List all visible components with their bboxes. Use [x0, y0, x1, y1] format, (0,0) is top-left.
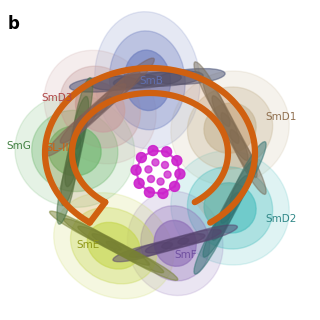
Ellipse shape [76, 82, 125, 132]
Ellipse shape [92, 74, 159, 90]
Text: SmB: SmB [139, 76, 163, 86]
Circle shape [170, 181, 180, 191]
Ellipse shape [188, 87, 273, 169]
Text: SmD3: SmD3 [41, 93, 73, 103]
Circle shape [148, 175, 155, 182]
Ellipse shape [113, 242, 172, 262]
Ellipse shape [69, 97, 89, 168]
Polygon shape [45, 68, 255, 223]
Ellipse shape [106, 241, 178, 280]
Ellipse shape [204, 183, 256, 233]
Ellipse shape [135, 70, 203, 86]
Circle shape [145, 166, 152, 173]
Ellipse shape [70, 208, 157, 284]
Ellipse shape [141, 206, 210, 281]
Circle shape [157, 178, 164, 185]
Ellipse shape [203, 79, 239, 143]
Ellipse shape [73, 78, 93, 149]
Circle shape [162, 147, 172, 157]
Ellipse shape [109, 31, 185, 130]
Ellipse shape [212, 96, 248, 160]
Circle shape [175, 169, 185, 179]
Ellipse shape [50, 211, 121, 250]
Ellipse shape [145, 234, 205, 253]
Circle shape [172, 156, 182, 166]
Circle shape [136, 153, 146, 163]
Ellipse shape [60, 97, 111, 143]
Text: SmG: SmG [6, 140, 31, 150]
Ellipse shape [57, 153, 77, 224]
Ellipse shape [171, 151, 289, 265]
Text: SmD2: SmD2 [265, 214, 297, 224]
Ellipse shape [65, 115, 85, 187]
Text: SmD1: SmD1 [265, 112, 297, 122]
Ellipse shape [103, 58, 154, 105]
Ellipse shape [230, 130, 266, 194]
Ellipse shape [32, 110, 118, 192]
Text: b: b [8, 15, 20, 33]
Ellipse shape [70, 76, 137, 92]
Ellipse shape [124, 50, 171, 110]
Ellipse shape [203, 193, 239, 257]
Text: SmE: SmE [76, 240, 99, 250]
Ellipse shape [127, 191, 223, 296]
Ellipse shape [212, 176, 248, 240]
Ellipse shape [194, 210, 230, 274]
Ellipse shape [157, 68, 225, 84]
Ellipse shape [61, 134, 81, 205]
Ellipse shape [78, 226, 149, 265]
Ellipse shape [221, 159, 257, 223]
Ellipse shape [87, 222, 140, 269]
Circle shape [131, 165, 141, 175]
Circle shape [164, 171, 171, 178]
Circle shape [162, 162, 169, 169]
Ellipse shape [204, 103, 256, 153]
Ellipse shape [44, 50, 156, 164]
Ellipse shape [54, 193, 174, 299]
Ellipse shape [221, 113, 257, 177]
Ellipse shape [162, 229, 221, 249]
Ellipse shape [188, 167, 273, 249]
Circle shape [144, 187, 155, 197]
Ellipse shape [194, 62, 230, 126]
Ellipse shape [64, 219, 135, 258]
Ellipse shape [89, 71, 140, 117]
Ellipse shape [60, 66, 140, 148]
Ellipse shape [113, 72, 181, 88]
Circle shape [134, 178, 144, 188]
Ellipse shape [230, 142, 266, 206]
Ellipse shape [154, 220, 196, 266]
Ellipse shape [92, 234, 164, 273]
Text: SL-II: SL-II [45, 143, 68, 153]
Circle shape [148, 146, 158, 156]
Ellipse shape [15, 94, 135, 207]
Text: SmF: SmF [175, 250, 197, 260]
Ellipse shape [75, 84, 126, 130]
Ellipse shape [95, 12, 200, 149]
Ellipse shape [46, 109, 97, 156]
Circle shape [158, 188, 168, 198]
Ellipse shape [178, 225, 237, 244]
Ellipse shape [48, 126, 101, 176]
Circle shape [152, 159, 159, 166]
Ellipse shape [129, 238, 189, 257]
Ellipse shape [171, 71, 289, 185]
